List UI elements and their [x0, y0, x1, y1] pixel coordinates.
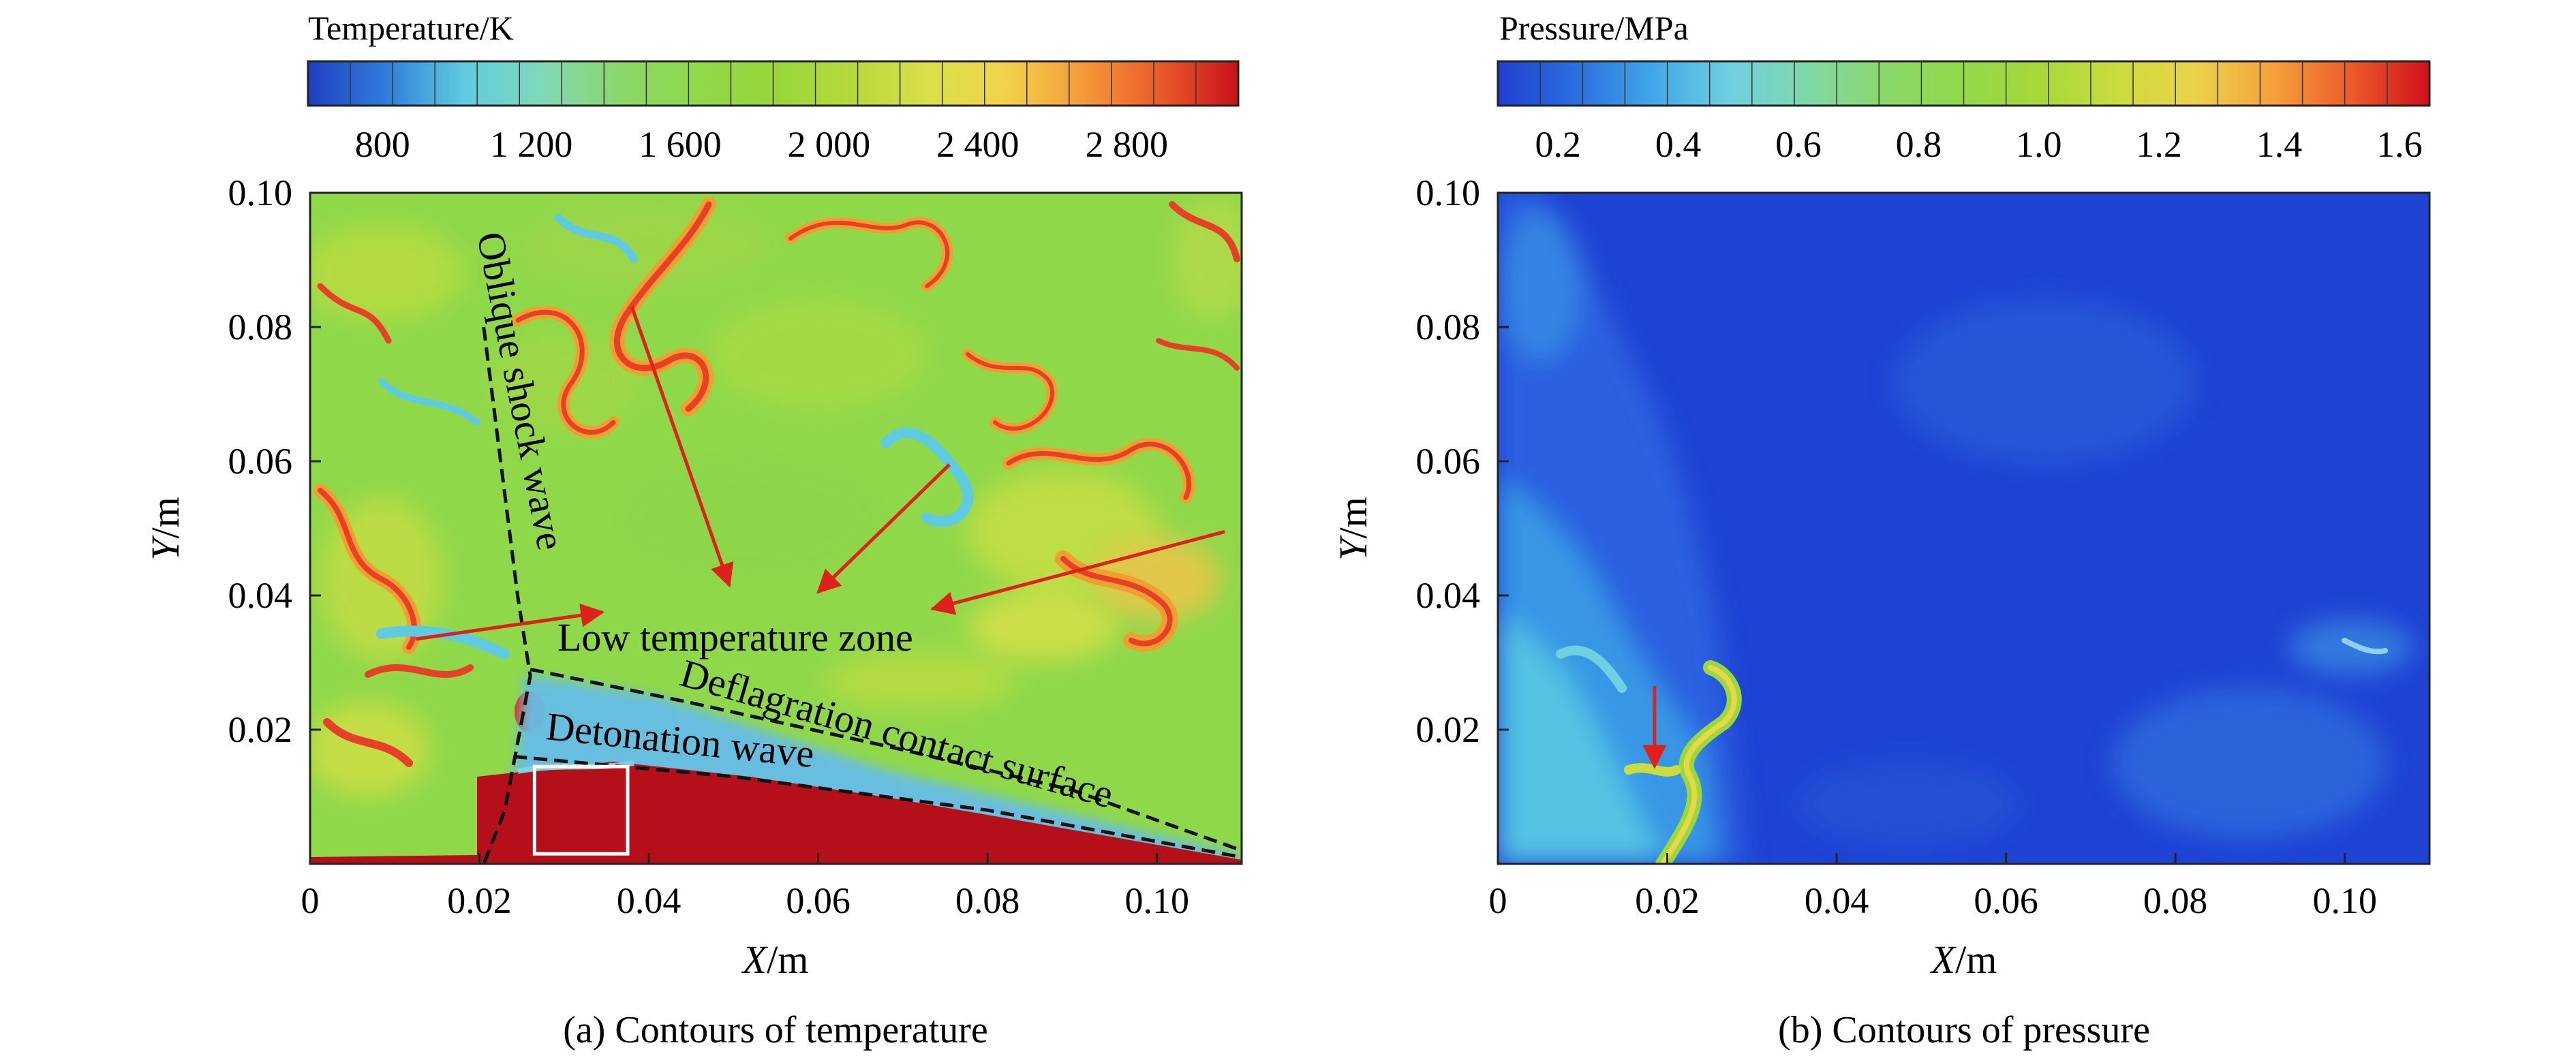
temperature-arrow: [630, 306, 734, 588]
temperature-x-tick-label: 0.04: [617, 880, 681, 921]
pressure-colorbar-tick-label: 1.0: [2016, 124, 2062, 165]
pressure-x-axis-label: X/m: [1930, 937, 1997, 982]
temperature-x-tick-label: 0.06: [786, 880, 850, 921]
panel-temperature: Temperature/K 800 1 200 1 600 2 000 2 400 2 8…: [143, 9, 1243, 1051]
contact-surface-line: [530, 667, 1242, 852]
temperature-colorbar-tick-label: 2 800: [1085, 124, 1168, 165]
temperature-arrow: [816, 463, 951, 594]
temperature-x-tick-label: 0.02: [447, 880, 512, 921]
temperature-flame-fronts: [313, 197, 1240, 767]
pressure-x-tick-label: 0: [1489, 880, 1507, 921]
pressure-y-tick-label: 0.04: [1416, 575, 1481, 616]
temperature-colorbar-tick-label: 1 200: [490, 124, 573, 165]
temperature-x-tick-label: 0: [301, 880, 320, 921]
pressure-y-tick-label: 0.06: [1416, 441, 1481, 482]
temperature-x-axis-label: X/m: [741, 937, 809, 982]
pressure-plot-frame: [1497, 191, 2431, 865]
pressure-axis-ticks: 0 0.02 0.04 0.06 0.08 0.10 0.02 0.04 0.06 0.08 0.1…: [1416, 172, 2377, 921]
temperature-colorbar-ticks: 800 1 200 1 600 2 000 2 400 2 800: [350, 61, 1197, 165]
temperature-colorbar-tick-label: 2 400: [936, 124, 1019, 165]
pressure-colorbar-title: Pressure/MPa: [1499, 9, 1689, 47]
pressure-wave-fronts: [1556, 638, 2388, 864]
temperature-colorbar-title: Temperature/K: [308, 9, 514, 47]
temperature-colorbar-tick-label: 1 600: [639, 124, 722, 165]
temperature-arrows: [415, 306, 1225, 641]
pressure-y-axis-label: Y/m: [1331, 497, 1375, 561]
pressure-y-tick-label: 0.08: [1416, 307, 1481, 347]
temperature-axis-ticks: 0 0.02 0.04 0.06 0.08 0.10 0.02 0.04 0.06 0.08 0.1…: [228, 172, 1189, 921]
pressure-colorbar-tick-label: 1.6: [2376, 124, 2423, 165]
pressure-y-tick-label: 0.10: [1416, 172, 1481, 213]
temperature-y-tick-label: 0.04: [228, 575, 293, 616]
pressure-colorbar-tick-label: 1.4: [2256, 124, 2303, 165]
temperature-colorbar-tick-label: 800: [355, 124, 410, 165]
temperature-x-tick-label: 0.08: [955, 880, 1020, 921]
panel-pressure: Pressure/MPa 0.2 0.4 0.6 0.8 1.0 1.2 1.4 1.6: [1331, 9, 2431, 1051]
temperature-y-axis-label: Y/m: [143, 497, 187, 561]
temperature-contour-field: [310, 193, 1242, 864]
pressure-contour-field: [1498, 193, 2429, 864]
pressure-y-tick-label: 0.02: [1416, 709, 1481, 750]
temperature-burned-region: [310, 762, 1242, 864]
temperature-caption: (a) Contours of temperature: [563, 1009, 988, 1051]
pressure-colorbar-tick-label: 0.2: [1535, 124, 1581, 165]
temperature-y-tick-label: 0.02: [228, 709, 293, 750]
pressure-colorbar-ticks: 0.2 0.4 0.6 0.8 1.0 1.2 1.4 1.6: [1535, 61, 2423, 165]
temperature-plot-frame: [309, 191, 1243, 865]
temperature-y-tick-label: 0.08: [228, 307, 293, 347]
annotation-low-temperature-zone: Low temperature zone: [557, 615, 913, 659]
temperature-arrow: [415, 603, 605, 641]
temperature-colorbar-tick-label: 2 000: [788, 124, 871, 165]
pressure-colorbar-tick-label: 0.4: [1655, 124, 1702, 165]
pressure-colorbar-tick-label: 0.8: [1896, 124, 1942, 165]
pressure-x-tick-label: 0.08: [2143, 880, 2208, 921]
oblique-shock-line: [482, 326, 532, 865]
pressure-caption: (b) Contours of pressure: [1778, 1009, 2150, 1051]
temperature-y-tick-label: 0.06: [228, 441, 293, 482]
pressure-x-tick-label: 0.10: [2312, 880, 2377, 921]
pressure-x-tick-label: 0.04: [1805, 880, 1869, 921]
temperature-y-tick-label: 0.10: [228, 172, 293, 213]
temperature-x-tick-label: 0.10: [1124, 880, 1189, 921]
temperature-arrow: [930, 530, 1225, 615]
pressure-colorbar-tick-label: 0.6: [1775, 124, 1822, 165]
pressure-x-tick-label: 0.02: [1635, 880, 1700, 921]
pressure-x-tick-label: 0.06: [1974, 880, 2038, 921]
inset-box: [532, 764, 630, 856]
pressure-colorbar-tick-label: 1.2: [2136, 124, 2182, 165]
